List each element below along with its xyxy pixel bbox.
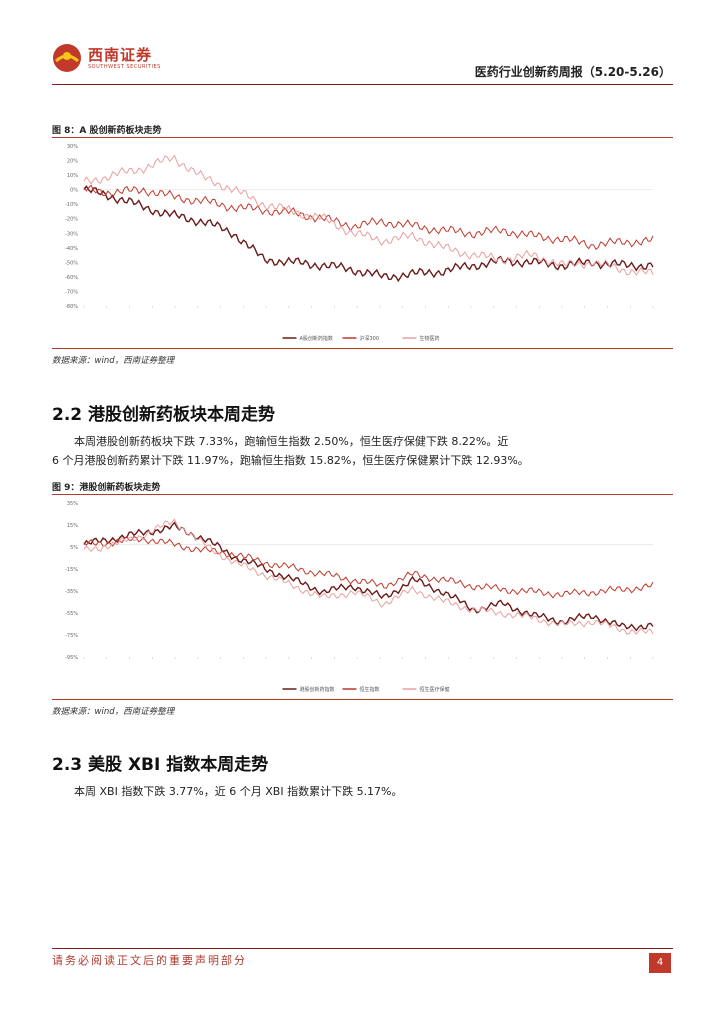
logo-mark-icon [53, 44, 81, 72]
legend-label: 沪深300 [360, 335, 380, 342]
figure-9-chart: 35% 15% 5% -15% -35% -55% -75% -95% 港股创新药指数 恒生指数 恒… [52, 495, 673, 697]
y-tick-label: 5% [70, 545, 78, 551]
y-tick-label: 35% [67, 501, 78, 507]
section-2-3-heading: 2.3 美股 XBI 指数本周走势 [52, 755, 269, 775]
figure-8-chart: 30% 20% 10% 0% -10% -20% -30% -40% -50% -60% -70% -… [52, 138, 673, 346]
y-tick-label: 10% [67, 173, 78, 179]
series-line [83, 184, 654, 250]
footer-divider [52, 948, 673, 949]
series-line [83, 535, 654, 599]
legend-label: A股创新药指数 [300, 335, 333, 342]
figure-8-source: 数据来源：wind，西南证券整理 [52, 356, 175, 366]
section-2-2-line1: 本周港股创新药板块下跌 7.33%，跑输恒生指数 2.50%，恒生医疗保健下跌 … [74, 435, 509, 448]
y-tick-label: -75% [65, 633, 78, 639]
chart-hk-share: 35% 15% 5% -15% -35% -55% -75% -95% 港股创新药指数 恒生指数 恒… [65, 501, 654, 693]
section-2-2-heading: 2.2 港股创新药板块本周走势 [52, 405, 276, 425]
y-tick-label: 20% [67, 159, 78, 165]
series-line [83, 185, 654, 283]
y-tick-label: -10% [65, 202, 78, 208]
series-line [83, 518, 654, 635]
legend-label: 恒生指数 [360, 686, 380, 693]
figure-8-bottom-rule [52, 348, 673, 349]
y-tick-label: -40% [65, 246, 78, 252]
y-tick-label: 0% [70, 188, 78, 194]
y-tick-label: 30% [67, 144, 78, 150]
y-tick-label: -35% [65, 589, 78, 595]
page-header: 西南证券 SOUTHWEST SECURITIES 医药行业创新药周报（5.20… [52, 40, 673, 84]
logo-english-name: SOUTHWEST SECURITIES [88, 64, 161, 70]
y-tick-label: -50% [65, 260, 78, 266]
y-tick-label: -20% [65, 217, 78, 223]
legend-label: 恒生医疗保健 [420, 686, 450, 693]
y-tick-label: -30% [65, 231, 78, 237]
section-2-2-line2: 6 个月港股创新药累计下跌 11.97%，跑输恒生指数 15.82%，恒生医疗保… [52, 454, 529, 467]
y-tick-label: -60% [65, 275, 78, 281]
section-2-3-line1: 本周 XBI 指数下跌 3.77%，近 6 个月 XBI 指数累计下跌 5.17… [74, 785, 403, 798]
figure-8-top-rule [52, 137, 673, 138]
y-tick-label: -95% [65, 655, 78, 661]
series-line [83, 521, 654, 632]
series-line [83, 154, 654, 276]
footer-disclaimer: 请务必阅读正文后的重要声明部分 [52, 954, 247, 967]
legend-label: 港股创新药指数 [300, 686, 335, 693]
y-tick-label: -80% [65, 304, 78, 310]
company-logo: 西南证券 SOUTHWEST SECURITIES [52, 40, 212, 80]
header-divider [52, 84, 673, 85]
y-tick-label: -15% [65, 567, 78, 573]
figure-9-top-rule [52, 494, 673, 495]
legend-label: 生物医药 [420, 335, 440, 342]
figure-8-title: 图 8：A 股创新药板块走势 [52, 126, 162, 136]
y-tick-label: -55% [65, 611, 78, 617]
report-title: 医药行业创新药周报（5.20-5.26） [474, 65, 671, 79]
page-number: 4 [649, 953, 671, 973]
y-tick-label: 15% [67, 523, 78, 529]
figure-9-source: 数据来源：wind，西南证券整理 [52, 707, 175, 717]
logo-chinese-name: 西南证券 [88, 46, 153, 64]
chart-a-share: 30% 20% 10% 0% -10% -20% -30% -40% -50% -60% -70% -… [65, 144, 654, 342]
figure-9-title: 图 9：港股创新药板块走势 [52, 483, 161, 493]
y-tick-label: -70% [65, 289, 78, 295]
figure-9-bottom-rule [52, 699, 673, 700]
